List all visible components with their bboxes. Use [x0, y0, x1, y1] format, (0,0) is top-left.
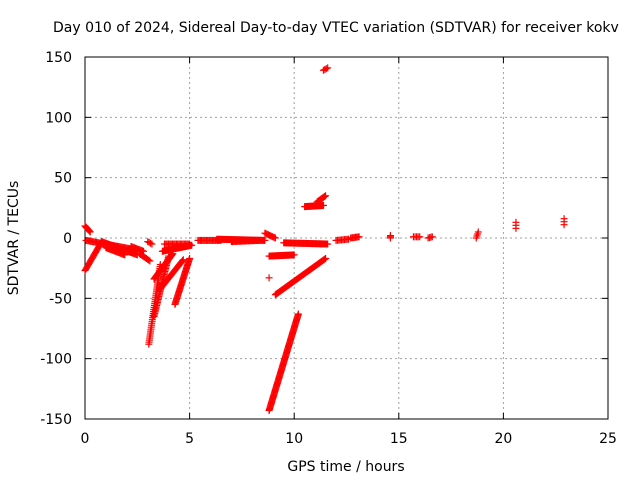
x-tick-label: 0 [81, 431, 90, 447]
tick-labels: 0 5 10 15 20 25 -150 -100 -50 0 50 100 150 [40, 50, 617, 447]
y-tick-label: -50 [49, 291, 72, 307]
data-point [148, 240, 156, 248]
data-point [145, 256, 153, 264]
data-point [86, 228, 94, 236]
y-tick-label: 0 [63, 231, 72, 247]
data-point [324, 64, 332, 72]
data-point [265, 274, 273, 282]
x-tick-label: 10 [285, 431, 303, 447]
data-point [322, 65, 330, 73]
data-point [355, 233, 363, 241]
data-point [186, 255, 194, 263]
data-point [322, 255, 330, 263]
data-point [290, 251, 298, 259]
x-tick-label: 20 [494, 431, 512, 447]
data-point [428, 233, 436, 241]
chart-title: Day 010 of 2024, Sidereal Day-to-day VTE… [53, 20, 619, 36]
y-tick-label: 100 [45, 110, 72, 126]
data-point [321, 192, 329, 200]
y-axis-label: SDTVAR / TECUs [6, 181, 22, 296]
gridlines [85, 57, 608, 419]
y-tick-label: 150 [45, 50, 72, 66]
data-point [121, 251, 129, 259]
x-tick-label: 5 [185, 431, 194, 447]
y-tick-label: -100 [40, 352, 72, 368]
data-point [322, 192, 330, 200]
x-tick-label: 15 [390, 431, 408, 447]
data-point [85, 226, 93, 234]
data-point [560, 215, 568, 223]
data-point [320, 256, 328, 264]
data-point [146, 257, 154, 265]
x-tick-label: 25 [599, 431, 617, 447]
data-point [512, 218, 520, 226]
data-point [271, 234, 279, 242]
data-point [416, 233, 424, 241]
data-point [179, 257, 187, 265]
data-point [474, 228, 482, 236]
data-point [85, 227, 93, 235]
data-point [186, 240, 194, 248]
y-tick-label: 50 [54, 171, 72, 187]
y-tick-label: -150 [40, 412, 72, 428]
data-point [324, 240, 332, 248]
data-point [294, 310, 302, 318]
data-points [81, 64, 568, 415]
x-axis-label: GPS time / hours [287, 459, 404, 475]
data-point [386, 232, 394, 240]
data-point [319, 201, 327, 209]
data-point [321, 255, 329, 263]
data-point [255, 236, 263, 244]
data-point [261, 236, 269, 244]
axis-ticks [84, 56, 609, 420]
data-point [179, 256, 187, 264]
data-point [147, 239, 155, 247]
